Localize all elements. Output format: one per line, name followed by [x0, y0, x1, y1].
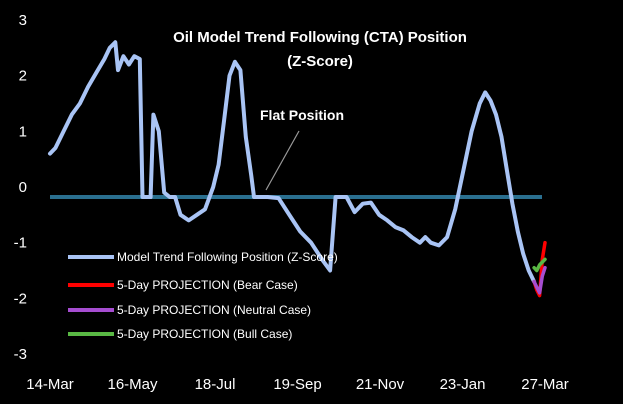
x-tick-label: 14-Mar — [26, 376, 74, 393]
chart-title: Oil Model Trend Following (CTA) Position — [173, 29, 467, 46]
y-axis: 3 2 1 0 -1 -2 -3 — [14, 12, 27, 363]
series-line — [532, 257, 547, 273]
x-tick-label: 27-Mar — [521, 376, 569, 393]
y-tick-label: -2 — [14, 290, 27, 307]
x-tick-label: 19-Sep — [273, 376, 321, 393]
x-tick-label: 18-Jul — [195, 376, 236, 393]
chart-subtitle: (Z-Score) — [287, 53, 353, 70]
y-tick-label: -3 — [14, 346, 27, 363]
x-tick-label: 21-Nov — [356, 376, 405, 393]
y-tick-label: -1 — [14, 235, 27, 252]
annotation-pointer — [265, 130, 300, 191]
y-tick-label: 0 — [19, 179, 27, 196]
series-line — [532, 265, 547, 295]
legend-label: 5-Day PROJECTION (Bear Case) — [117, 278, 298, 292]
x-tick-label: 16-May — [107, 376, 158, 393]
y-tick-label: 1 — [19, 123, 27, 140]
legend-label: Model Trend Following Position (Z-Score) — [117, 250, 338, 264]
legend: Model Trend Following Position (Z-Score)… — [68, 250, 338, 341]
series-line — [48, 40, 537, 284]
x-axis: 14-Mar 16-May 18-Jul 19-Sep 21-Nov 23-Jan 27-M… — [26, 376, 569, 393]
series-layer — [48, 40, 547, 298]
legend-label: 5-Day PROJECTION (Bull Case) — [117, 327, 292, 341]
flat-position-annotation: Flat Position — [260, 107, 344, 123]
y-tick-label: 3 — [19, 12, 27, 29]
x-tick-label: 23-Jan — [440, 376, 486, 393]
y-tick-label: 2 — [19, 68, 27, 85]
legend-label: 5-Day PROJECTION (Neutral Case) — [117, 303, 311, 317]
